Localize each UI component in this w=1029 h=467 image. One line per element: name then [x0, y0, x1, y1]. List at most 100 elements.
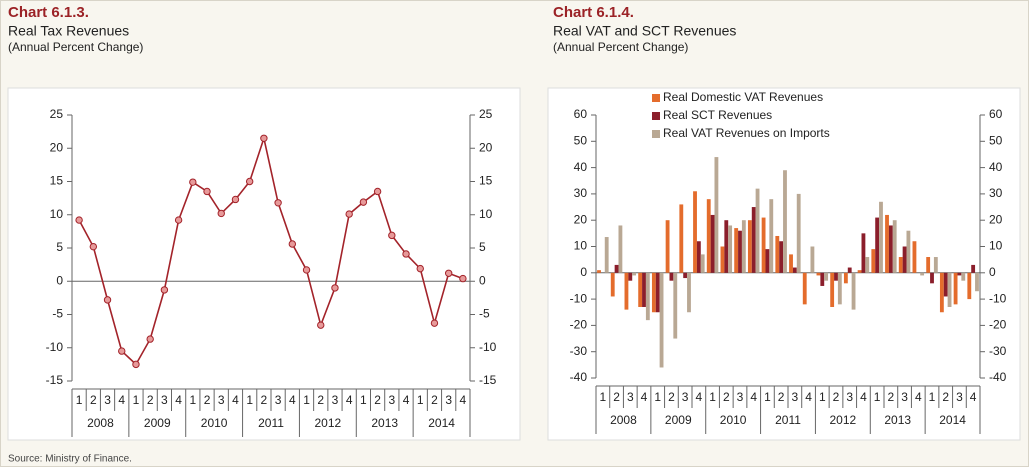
bar	[888, 225, 893, 273]
bar	[755, 188, 760, 273]
bar	[857, 270, 862, 273]
bar	[957, 272, 962, 276]
y2-tick-label: -15	[479, 373, 497, 387]
bar	[837, 272, 842, 305]
y2-tick-label: 25	[479, 107, 493, 121]
bar	[728, 225, 733, 273]
y-tick-label: 5	[56, 240, 63, 254]
y-tick-label: -10	[46, 340, 64, 354]
x-tick-label: 1	[600, 390, 607, 404]
x-tick-label: 1	[709, 390, 716, 404]
bar	[947, 272, 952, 307]
year-label: 2008	[87, 416, 114, 430]
y2-tick-label: 30	[989, 186, 1003, 200]
marker	[146, 335, 154, 343]
x-tick-label: 1	[189, 393, 196, 407]
marker	[103, 296, 112, 304]
x-tick-label: 4	[915, 390, 922, 404]
bar	[659, 272, 664, 368]
marker	[288, 240, 297, 248]
y2-tick-label: 10	[989, 239, 1003, 253]
bar	[683, 272, 688, 279]
y-tick-label: 0	[580, 265, 587, 279]
legend-label: Real Domestic VAT Revenues	[663, 90, 823, 104]
marker	[217, 209, 225, 218]
bar	[824, 272, 829, 281]
bar	[871, 249, 876, 273]
bar	[769, 199, 774, 273]
bar	[673, 272, 678, 339]
bar	[618, 225, 623, 273]
bar	[783, 170, 787, 273]
chart-title: Real Tax Revenues	[8, 23, 129, 39]
year-label: 2014	[428, 416, 455, 430]
line	[78, 135, 464, 366]
bar	[761, 217, 766, 273]
x-tick-label: 2	[778, 390, 785, 404]
legend-label: Real SCT Revenues	[663, 108, 772, 122]
legend-swatch	[652, 130, 660, 138]
bar	[624, 272, 629, 310]
y2-tick-label: -30	[989, 344, 1007, 358]
x-tick-label: 3	[737, 390, 744, 404]
y-tick-label: -5	[52, 307, 63, 321]
bar	[632, 272, 637, 276]
x-tick-label: 1	[819, 390, 826, 404]
bar	[669, 272, 674, 281]
x-tick-label: 4	[696, 390, 703, 404]
y2-tick-label: -10	[989, 291, 1007, 305]
bar	[906, 230, 911, 273]
x-tick-label: 1	[764, 390, 771, 404]
x-tick-label: 3	[104, 393, 111, 407]
x-tick-label: 1	[133, 393, 140, 407]
x-tick-label: 3	[275, 393, 282, 407]
bar	[645, 272, 650, 321]
bar	[775, 235, 780, 273]
bar	[975, 272, 979, 292]
chart-label: Chart 6.1.3.	[8, 4, 89, 21]
bar	[933, 257, 938, 273]
panel	[7, 87, 521, 441]
bar	[953, 272, 958, 305]
x-tick-label: 1	[417, 393, 424, 407]
x-tick-label: 4	[860, 390, 867, 404]
bar	[810, 246, 815, 273]
y-tick-label: 10	[574, 239, 588, 253]
x-tick-label: 2	[668, 390, 675, 404]
bar	[741, 220, 746, 273]
bar	[851, 272, 856, 310]
x-tick-label: 2	[942, 390, 949, 404]
legend-label: Real VAT Revenues on Imports	[663, 126, 830, 140]
marker	[302, 266, 311, 274]
y2-tick-label: 50	[989, 133, 1003, 147]
year-label: 2011	[258, 416, 284, 430]
bar	[700, 254, 705, 273]
x-tick-label: 4	[118, 393, 125, 407]
marker	[245, 177, 254, 186]
year-label: 2014	[939, 413, 966, 427]
y-tick-label: 0	[56, 273, 63, 287]
x-tick-label: 1	[360, 393, 367, 407]
x-tick-label: 3	[901, 390, 908, 404]
marker	[231, 195, 240, 204]
x-tick-label: 2	[90, 393, 97, 407]
y2-tick-label: 20	[479, 140, 493, 154]
bar	[687, 272, 691, 313]
bar	[792, 267, 797, 273]
marker	[388, 231, 396, 240]
bar	[943, 272, 948, 297]
bar	[706, 199, 711, 273]
bar	[724, 220, 729, 273]
bar	[843, 272, 848, 284]
x-tick-label: 2	[147, 393, 154, 407]
year-label: 2009	[144, 416, 171, 430]
y-tick-label: 60	[574, 107, 588, 121]
x-tick-label: 2	[374, 393, 381, 407]
marker	[444, 269, 453, 277]
y-tick-label: 20	[50, 140, 64, 154]
x-tick-label: 3	[627, 390, 634, 404]
bar	[610, 272, 615, 297]
marker	[373, 187, 382, 196]
x-tick-label: 4	[970, 390, 977, 404]
